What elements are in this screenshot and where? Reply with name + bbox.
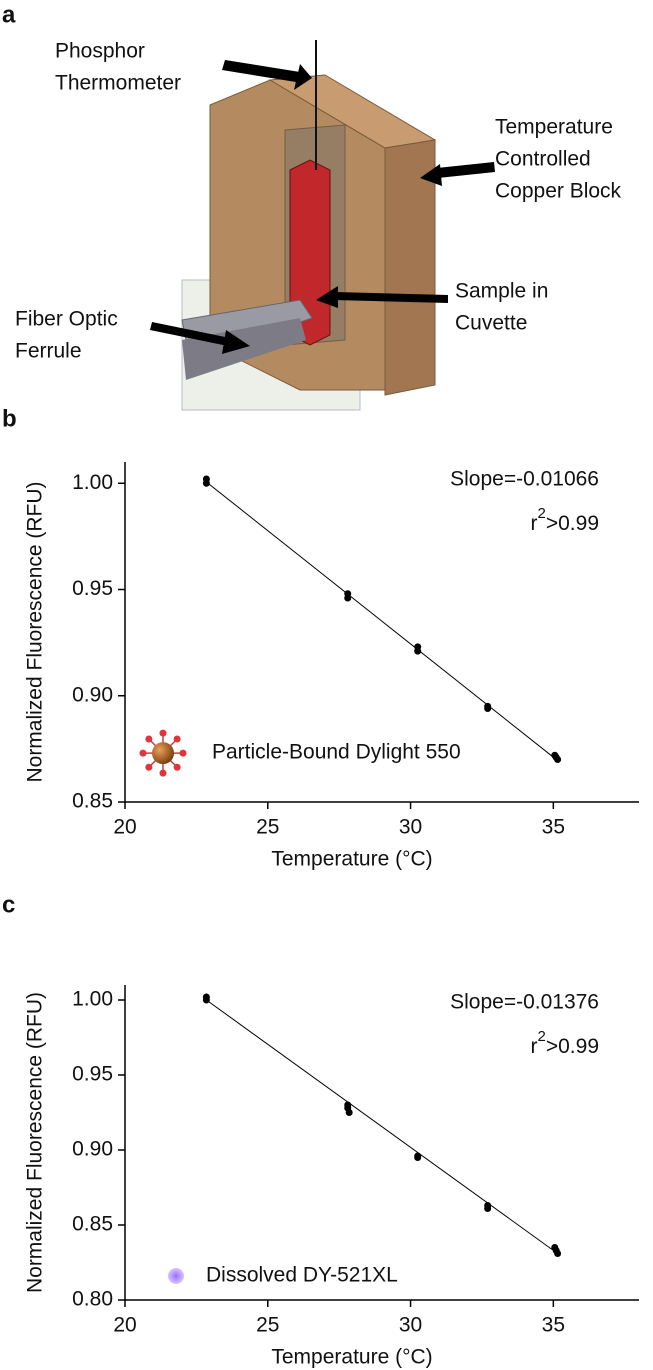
icon-dye: [145, 763, 153, 771]
data-point: [344, 594, 352, 602]
icon-dye: [139, 749, 147, 757]
y-axis-label: Normalized Fluorescence (RFU): [24, 992, 47, 1293]
r2-part: r: [531, 512, 538, 535]
y-axis-label: Normalized Fluorescence (RFU): [24, 481, 47, 782]
callout-label: Thermometer: [55, 72, 181, 95]
x-tick-label: 35: [542, 816, 565, 839]
legend-icon: [139, 729, 187, 777]
callout-label: Phosphor: [55, 40, 145, 63]
icon-particle: [152, 742, 174, 765]
apparatus-drawing: [150, 40, 495, 411]
data-point: [554, 1250, 562, 1257]
slope-annotation: Slope=-0.01066: [450, 468, 599, 491]
icon-dye: [159, 729, 167, 737]
x-tick-label: 25: [256, 1314, 279, 1337]
x-tick-label: 20: [113, 1314, 136, 1337]
panel-label: b: [2, 405, 17, 432]
r2-annotation: r2>0.99: [531, 505, 599, 535]
y-tick-label: 1.00: [72, 471, 113, 494]
callout-label: Controlled: [495, 148, 591, 171]
r2-part: r: [531, 1035, 538, 1058]
icon-dye: [159, 769, 167, 777]
x-axis-label: Temperature (°C): [271, 848, 432, 871]
callout-label: Ferrule: [15, 340, 82, 363]
data-point: [414, 647, 422, 655]
panel-label: a: [2, 1, 16, 28]
legend-label: Particle-Bound Dylight 550: [212, 741, 461, 764]
y-tick-label: 0.85: [72, 1213, 113, 1236]
data-point: [345, 1109, 353, 1116]
y-tick-label: 1.00: [72, 988, 113, 1011]
data-point: [554, 756, 562, 763]
icon-dye: [145, 735, 153, 743]
y-tick-label: 0.90: [72, 683, 113, 706]
x-tick-label: 25: [256, 816, 279, 839]
panel-label: c: [2, 891, 15, 918]
data-point: [202, 479, 210, 487]
icon-dye: [173, 763, 181, 771]
y-tick-label: 0.80: [72, 1288, 113, 1311]
y-tick-label: 0.95: [72, 1063, 113, 1086]
data-point: [414, 1154, 422, 1161]
x-tick-label: 30: [399, 816, 422, 839]
fit-line: [206, 999, 558, 1254]
x-tick-label: 35: [542, 1314, 565, 1337]
icon-dye: [173, 735, 181, 743]
callout-label: Cuvette: [455, 312, 527, 335]
slope-annotation: Slope=-0.01376: [450, 991, 599, 1014]
icon-dye: [179, 749, 187, 757]
callout-label: Temperature: [495, 116, 613, 139]
r2-part: 2: [538, 1028, 546, 1045]
y-tick-label: 0.95: [72, 577, 113, 600]
r2-part: 2: [538, 505, 546, 522]
data-point: [202, 996, 210, 1004]
fit-line: [206, 481, 558, 761]
legend-label: Dissolved DY-521XL: [206, 1264, 398, 1287]
r2-annotation: r2>0.99: [531, 1028, 599, 1058]
callout-label: Fiber Optic: [15, 308, 118, 331]
legend-icon: [168, 1268, 184, 1284]
callout-label: Copper Block: [495, 180, 622, 203]
y-tick-label: 0.85: [72, 790, 113, 813]
y-tick-label: 0.90: [72, 1138, 113, 1161]
x-tick-label: 20: [113, 816, 136, 839]
data-point: [484, 1205, 492, 1212]
callout-label: Sample in: [455, 280, 548, 303]
r2-part: >0.99: [546, 512, 599, 535]
x-axis-label: Temperature (°C): [271, 1346, 432, 1369]
data-point: [484, 705, 492, 712]
r2-part: >0.99: [546, 1035, 599, 1058]
x-tick-label: 30: [399, 1314, 422, 1337]
